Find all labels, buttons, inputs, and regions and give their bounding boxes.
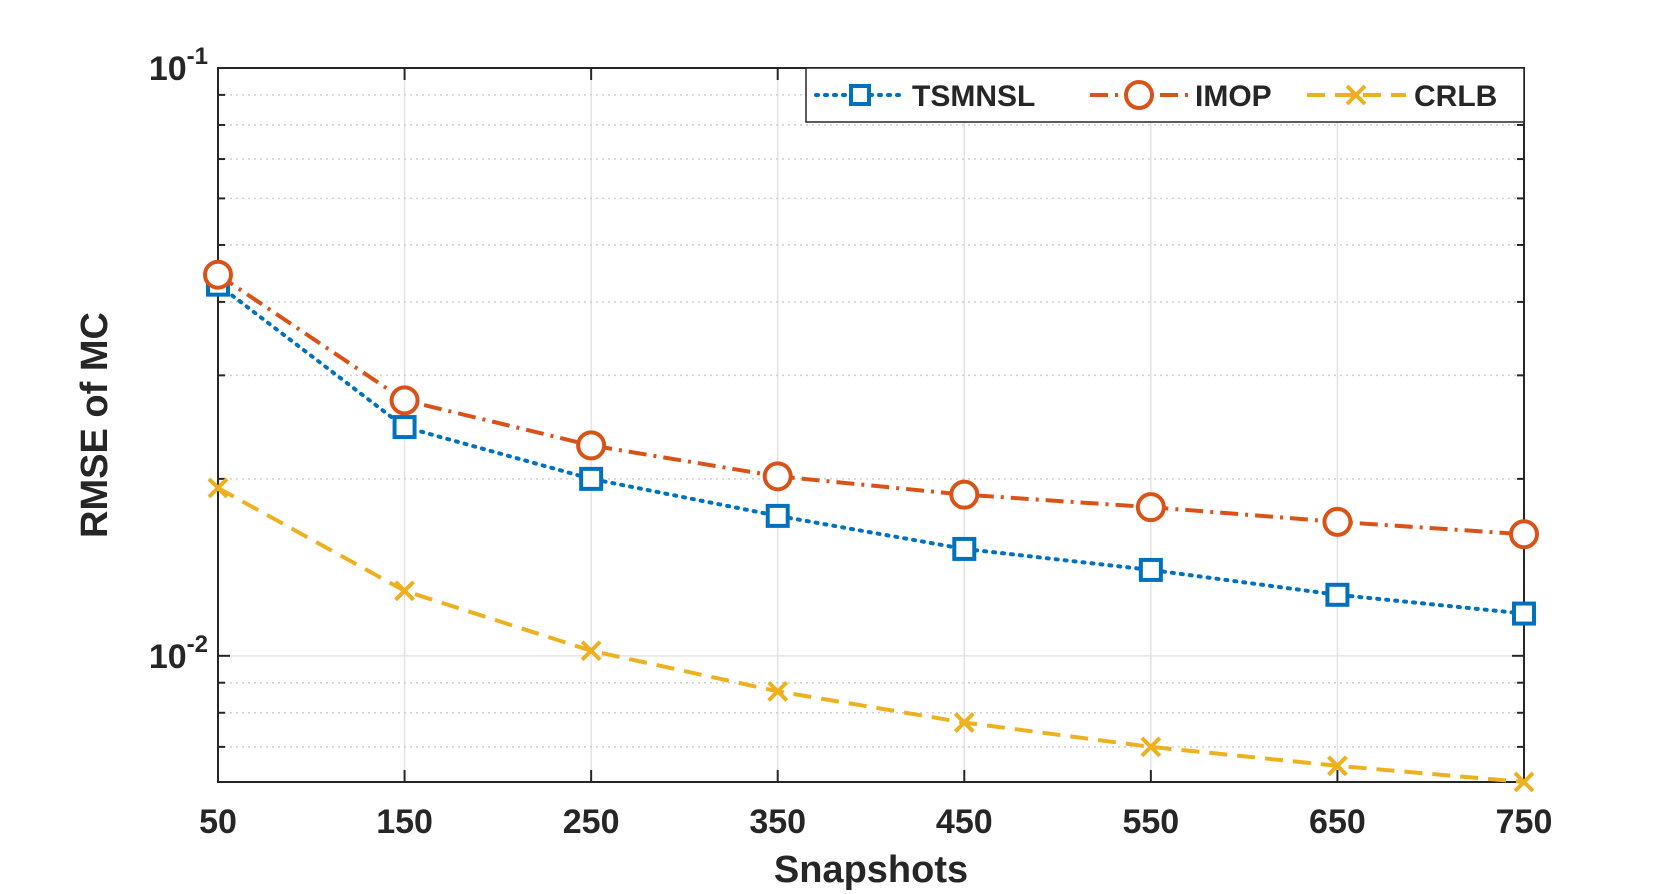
data-point-crlb [207,477,229,499]
axis-ticks [217,67,1525,782]
data-point-imop [389,385,420,416]
y-tick-label: 10-2 [149,631,208,676]
legend-entry-crlb: CRLB [1307,80,1497,113]
x-tick-labels: 50 150 250 350 450 550 650 750 [199,803,1552,841]
data-point-imop [576,430,607,461]
series-line-tsmnsl [216,282,1526,616]
legend-label-crlb: CRLB [1414,80,1497,113]
series-line-imop [216,273,1525,537]
data-point-tsmnsl [1325,582,1350,607]
x-tick-label: 350 [749,803,806,841]
data-point-imop [1509,519,1539,550]
x-tick-label: 550 [1122,803,1179,841]
y-tick-labels: 10-210-1 [149,43,208,676]
x-tick-label: 50 [199,803,237,841]
legend-marker-tsmnsl [849,84,871,106]
data-point-imop [1322,506,1353,537]
legend-entry-imop: IMOP [1090,80,1272,113]
grid [218,68,1524,782]
data-point-crlb [394,580,415,602]
data-point-crlb [580,640,602,662]
data-point-imop [762,461,793,492]
data-point-imop [949,479,980,510]
data-point-crlb [1327,755,1348,777]
data-point-tsmnsl [579,466,604,491]
y-tick-label-base: 10 [149,638,187,676]
data-point-tsmnsl [392,415,417,440]
legend-marker-crlb [1345,84,1367,106]
y-tick-label-exponent: -1 [187,43,208,70]
series-layer [203,259,1539,793]
series-line-crlb [217,486,1525,784]
x-tick-label: 150 [376,803,433,841]
data-point-crlb [1140,736,1162,758]
legend-marker-imop [1124,80,1154,110]
legend: TSMNSL IMOP CRLB [805,67,1525,123]
x-tick-label: 450 [936,803,993,841]
data-point-tsmnsl [1138,557,1163,582]
data-point-imop [1135,492,1166,523]
y-tick-label-exponent: -2 [187,631,208,658]
x-tick-label: 750 [1496,803,1553,841]
x-tick-label: 250 [563,803,620,841]
x-axis-label: Snapshots [774,849,968,891]
legend-entry-tsmnsl: TSMNSL [814,80,1035,113]
data-point-tsmnsl [1512,601,1536,626]
data-point-crlb [767,680,789,702]
y-tick-label-base: 10 [149,50,187,88]
legend-label-tsmnsl: TSMNSL [912,80,1035,113]
data-point-tsmnsl [952,536,977,561]
x-tick-label: 650 [1309,803,1366,841]
y-axis-label: RMSE of MC [74,312,116,538]
y-tick-label: 10-1 [149,43,208,88]
plot-area [218,68,1524,782]
legend-label-imop: IMOP [1195,80,1272,113]
data-point-tsmnsl [765,503,790,528]
data-point-imop [203,259,233,290]
data-point-crlb [953,712,975,733]
data-point-crlb [1513,771,1535,793]
